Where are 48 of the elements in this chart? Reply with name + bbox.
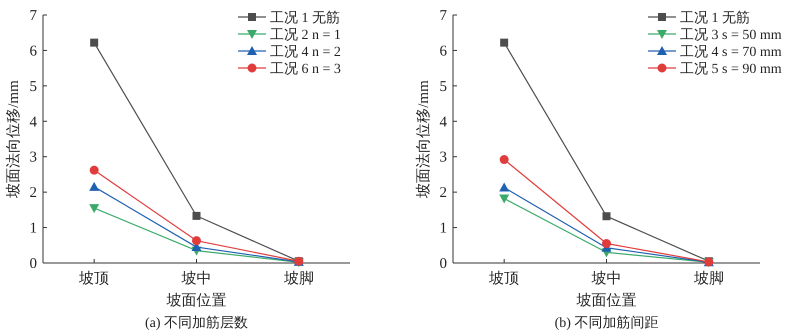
x-tick-label: 坡中: [590, 270, 622, 287]
y-tick-label: 2: [440, 185, 447, 202]
x-axis-title: 坡面位置: [576, 292, 636, 309]
point: [500, 155, 509, 164]
y-tick-label: 7: [30, 8, 38, 24]
y-axis-title: 坡面法向位移/mm: [5, 80, 22, 199]
y-tick-label: 2: [30, 185, 37, 202]
point: [500, 38, 508, 47]
y-axis-title: 坡面法向位移/mm: [415, 80, 432, 199]
point: [89, 182, 100, 191]
legend-label: 工况 4 s = 70 mm: [680, 45, 782, 60]
y-tick-label: 4: [30, 114, 38, 130]
legend-label: 工况 6 n = 3: [270, 62, 341, 77]
x-tick-label: 坡脚: [282, 270, 314, 287]
y-tick-label: 3: [30, 150, 37, 166]
point: [602, 239, 611, 248]
y-tick-label: 1: [30, 220, 37, 237]
y-tick-label: 0: [30, 256, 37, 272]
x-tick-label: 坡脚: [692, 270, 724, 287]
point: [192, 236, 201, 246]
text: (b) 不同加筋间距: [554, 315, 658, 331]
y-tick-label: 1: [440, 220, 447, 237]
point: [90, 38, 98, 47]
y-tick-label: 3: [440, 150, 447, 166]
legend-label: 工况 2 n = 1: [270, 28, 341, 43]
legend-label: 工况 5 s = 90 mm: [680, 62, 782, 77]
y-tick-label: 6: [30, 43, 38, 60]
y-tick-label: 5: [30, 78, 37, 95]
point: [499, 194, 510, 204]
y-tick-label: 4: [440, 114, 448, 130]
point: [602, 212, 610, 220]
y-tick-label: 5: [440, 78, 447, 95]
legend-label: 工况 1 无筋: [270, 10, 340, 26]
legend-label: 工况 4 n = 2: [270, 45, 341, 60]
y-tick-label: 7: [440, 8, 448, 24]
x-tick-label: 坡中: [180, 270, 212, 287]
text: (a) 不同加筋层数: [144, 315, 248, 331]
point: [90, 166, 99, 175]
x-tick-label: 坡顶: [488, 270, 520, 287]
point: [192, 212, 200, 220]
legend-label: 工况 1 无筋: [680, 10, 750, 26]
x-axis-title: 坡面位置: [166, 292, 226, 309]
point: [499, 182, 510, 192]
point: [89, 204, 100, 214]
x-tick-label: 坡顶: [78, 270, 110, 287]
legend-label: 工况 3 s = 50 mm: [680, 28, 782, 43]
y-tick-label: 0: [440, 256, 447, 272]
y-tick-label: 6: [440, 43, 448, 60]
